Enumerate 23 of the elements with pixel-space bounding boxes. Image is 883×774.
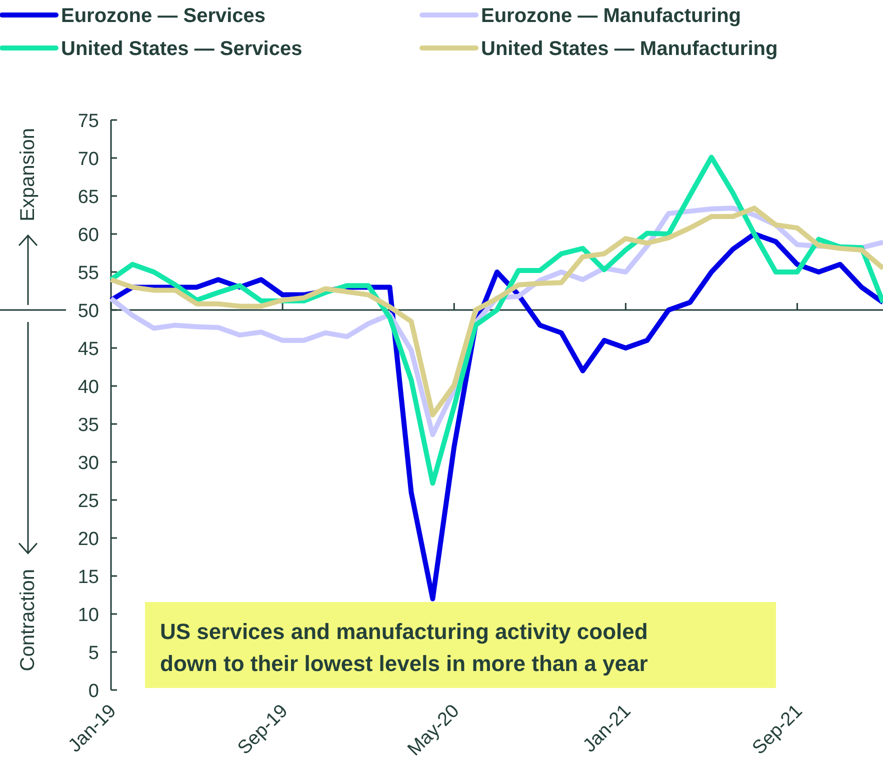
y-tick-label: 35 <box>78 415 99 436</box>
y-tick-label: 55 <box>78 263 99 284</box>
y-tick-label: 30 <box>78 453 99 474</box>
y-tick-label: 40 <box>78 377 99 398</box>
text: Contraction <box>17 568 39 672</box>
y-tick-label: 10 <box>78 605 99 626</box>
y-tick-label: 0 <box>88 681 99 702</box>
legend-label: Eurozone — Manufacturing <box>481 5 741 27</box>
y-tick-label: 45 <box>78 339 99 360</box>
y-tick-label: 50 <box>78 301 99 322</box>
legend-label: United States — Services <box>61 38 302 60</box>
y-tick-label: 60 <box>78 225 99 246</box>
y-tick-label: 75 <box>78 111 99 132</box>
text: Expansion <box>17 128 39 222</box>
y-tick-label: 15 <box>78 567 99 588</box>
legend-label: United States — Manufacturing <box>481 38 778 60</box>
y-tick-label: 20 <box>78 529 99 550</box>
y-tick-label: 70 <box>78 149 99 170</box>
y-tick-label: 65 <box>78 187 99 208</box>
y-tick-label: 5 <box>88 643 99 664</box>
annotation: US services and manufacturing activity cooled down to their lowest levels in more than a year <box>160 619 648 676</box>
y-tick-label: 25 <box>78 491 99 512</box>
legend-label: Eurozone — Services <box>61 5 266 27</box>
